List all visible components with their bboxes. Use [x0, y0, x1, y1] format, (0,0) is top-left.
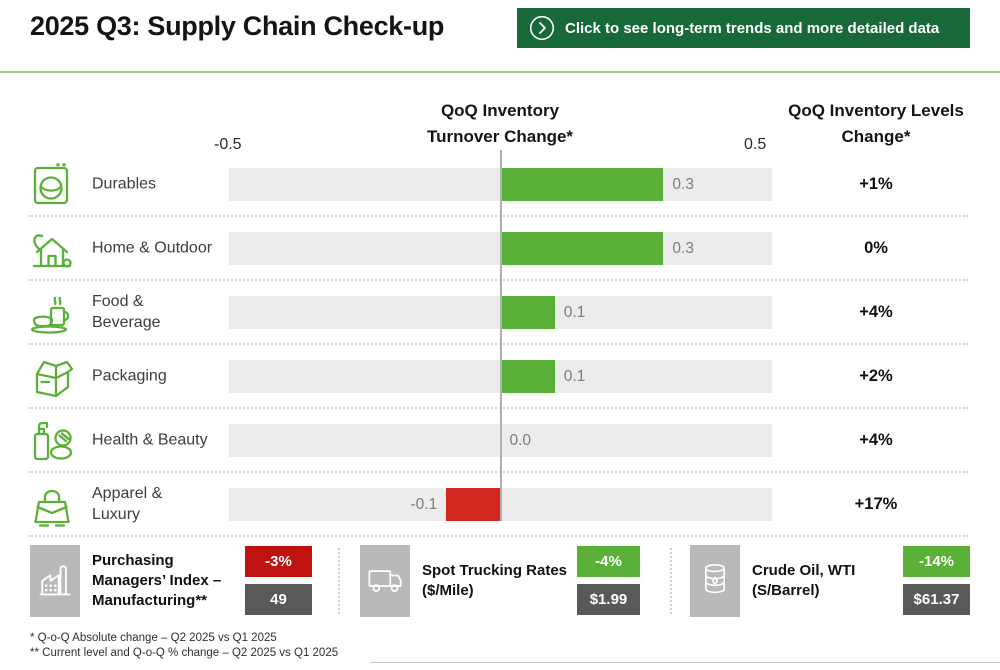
kpi-label: Spot Trucking Rates ($/Mile) [422, 561, 568, 599]
turnover-value-label: 0.0 [509, 432, 532, 449]
levels-column-header: QoQ Inventory Levels Change* [788, 101, 964, 146]
handbag-icon [28, 481, 76, 529]
bottom-border-line [370, 662, 1000, 663]
chevron-circle-icon [529, 15, 555, 41]
kpi-change-badge: -14% [903, 546, 970, 577]
category-label: Health & Beauty [92, 431, 208, 449]
turnover-bar [500, 296, 555, 329]
kpi-icon-box [690, 545, 740, 617]
turnover-value-label: -0.1 [410, 496, 438, 513]
levels-change-value: +2% [859, 367, 893, 385]
oil-barrel-icon [695, 557, 735, 606]
turnover-bar [500, 232, 664, 265]
category-label: Packaging [92, 367, 167, 385]
header-divider [0, 71, 1000, 73]
turnover-column-header: QoQ Inventory Turnover Change* [426, 101, 574, 146]
kpi-icon-box [360, 545, 410, 617]
kpi-change-badge: -3% [245, 546, 312, 577]
turnover-bar [446, 488, 501, 521]
row-separator [28, 215, 968, 217]
levels-change-value: 0% [864, 239, 888, 257]
turnover-value-label: 0.1 [563, 304, 586, 321]
levels-change-value: +4% [859, 431, 893, 449]
turnover-value-label: 0.3 [672, 176, 694, 193]
food-beverage-icon [28, 289, 76, 337]
kpi-separator [338, 548, 340, 614]
levels-change-value: +1% [859, 175, 893, 193]
kpi-label: Crude Oil, WTI (S/Barrel) [752, 561, 856, 599]
turnover-bar [500, 360, 555, 393]
turnover-bar [500, 168, 664, 201]
washing-machine-icon [28, 161, 76, 209]
turnover-value-label: 0.3 [672, 240, 694, 257]
category-label: Food & Beverage [92, 293, 161, 331]
kpi-icon-box [30, 545, 80, 617]
row-separator [28, 279, 968, 281]
zero-axis-line [500, 150, 502, 521]
long-term-trends-button[interactable]: Click to see long-term trends and more d… [517, 8, 970, 48]
truck-icon [365, 557, 405, 606]
page-title: 2025 Q3: Supply Chain Check-up [30, 11, 445, 41]
kpi-change-badge: -4% [577, 546, 640, 577]
levels-change-value: +4% [859, 303, 893, 321]
axis-max-label: 0.5 [744, 136, 767, 153]
kpi-value-badge: 49 [245, 584, 312, 615]
row-separator [28, 343, 968, 345]
cta-label: Click to see long-term trends and more d… [565, 19, 940, 37]
kpi-label: Purchasing Managers’ Index – Manufacturi… [92, 551, 222, 610]
cosmetics-icon [28, 417, 76, 465]
row-separator [28, 535, 968, 537]
footnote-2: ** Current level and Q-o-Q % change – Q2… [30, 647, 339, 659]
footnote-1: * Q-o-Q Absolute change – Q2 2025 vs Q1 … [30, 632, 277, 644]
category-label: Apparel & Luxury [92, 485, 163, 523]
kpi-value-badge: $61.37 [903, 584, 970, 615]
row-separator [28, 471, 968, 473]
kpi-separator [670, 548, 672, 614]
kpi-value-badge: $1.99 [577, 584, 640, 615]
category-label: Durables [92, 175, 157, 193]
turnover-value-label: 0.1 [563, 368, 586, 385]
category-label: Home & Outdoor [92, 239, 213, 257]
axis-min-label: -0.5 [214, 136, 242, 153]
factory-icon [35, 557, 75, 606]
open-box-icon [28, 353, 76, 401]
levels-change-value: +17% [854, 495, 898, 513]
row-separator [28, 407, 968, 409]
house-icon [28, 225, 76, 273]
